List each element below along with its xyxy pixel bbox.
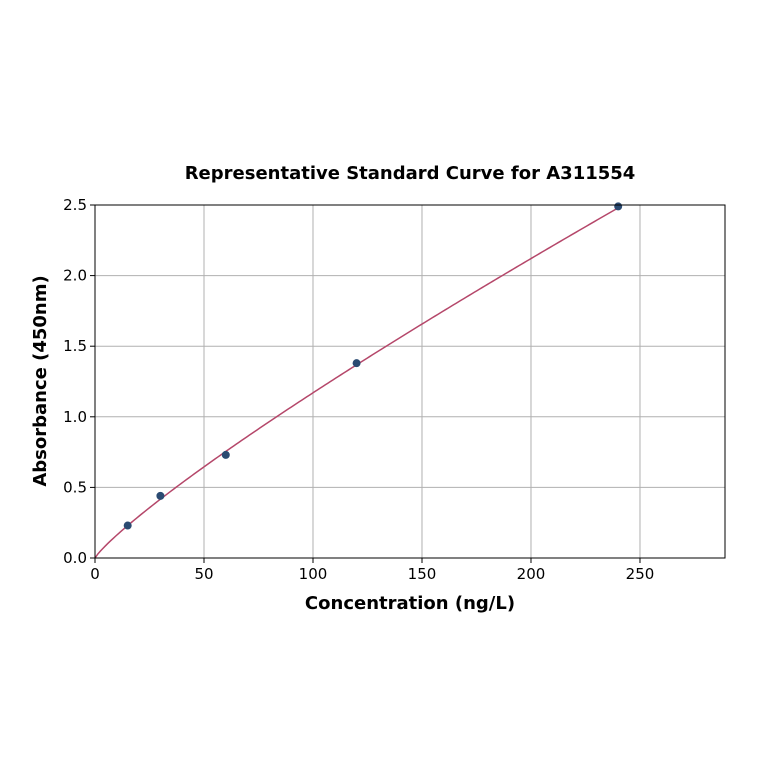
y-tick-label: 2.5: [63, 196, 87, 214]
data-point: [221, 450, 230, 459]
y-tick-label: 0.5: [63, 478, 87, 496]
y-tick-label: 1.0: [63, 408, 87, 426]
x-tick-label: 50: [194, 565, 213, 583]
y-tick-label: 1.5: [63, 337, 87, 355]
data-point: [123, 521, 132, 530]
y-tick-label: 2.0: [63, 267, 87, 285]
plot-frame: [94, 204, 726, 559]
data-point: [352, 359, 361, 368]
chart-title: Representative Standard Curve for A31155…: [185, 163, 636, 184]
x-axis-label: Concentration (ng/L): [305, 593, 515, 614]
x-tick-label: 250: [626, 565, 655, 583]
fit-curve: [94, 207, 619, 559]
data-point: [156, 491, 165, 500]
data-point: [614, 202, 623, 211]
x-tick-label: 200: [517, 565, 546, 583]
y-tick-label: 0.0: [63, 549, 87, 567]
x-tick-label: 100: [299, 565, 328, 583]
x-tick-label: 0: [90, 565, 100, 583]
y-axis-label: Absorbance (450nm): [30, 275, 51, 486]
x-tick-label: 150: [408, 565, 437, 583]
